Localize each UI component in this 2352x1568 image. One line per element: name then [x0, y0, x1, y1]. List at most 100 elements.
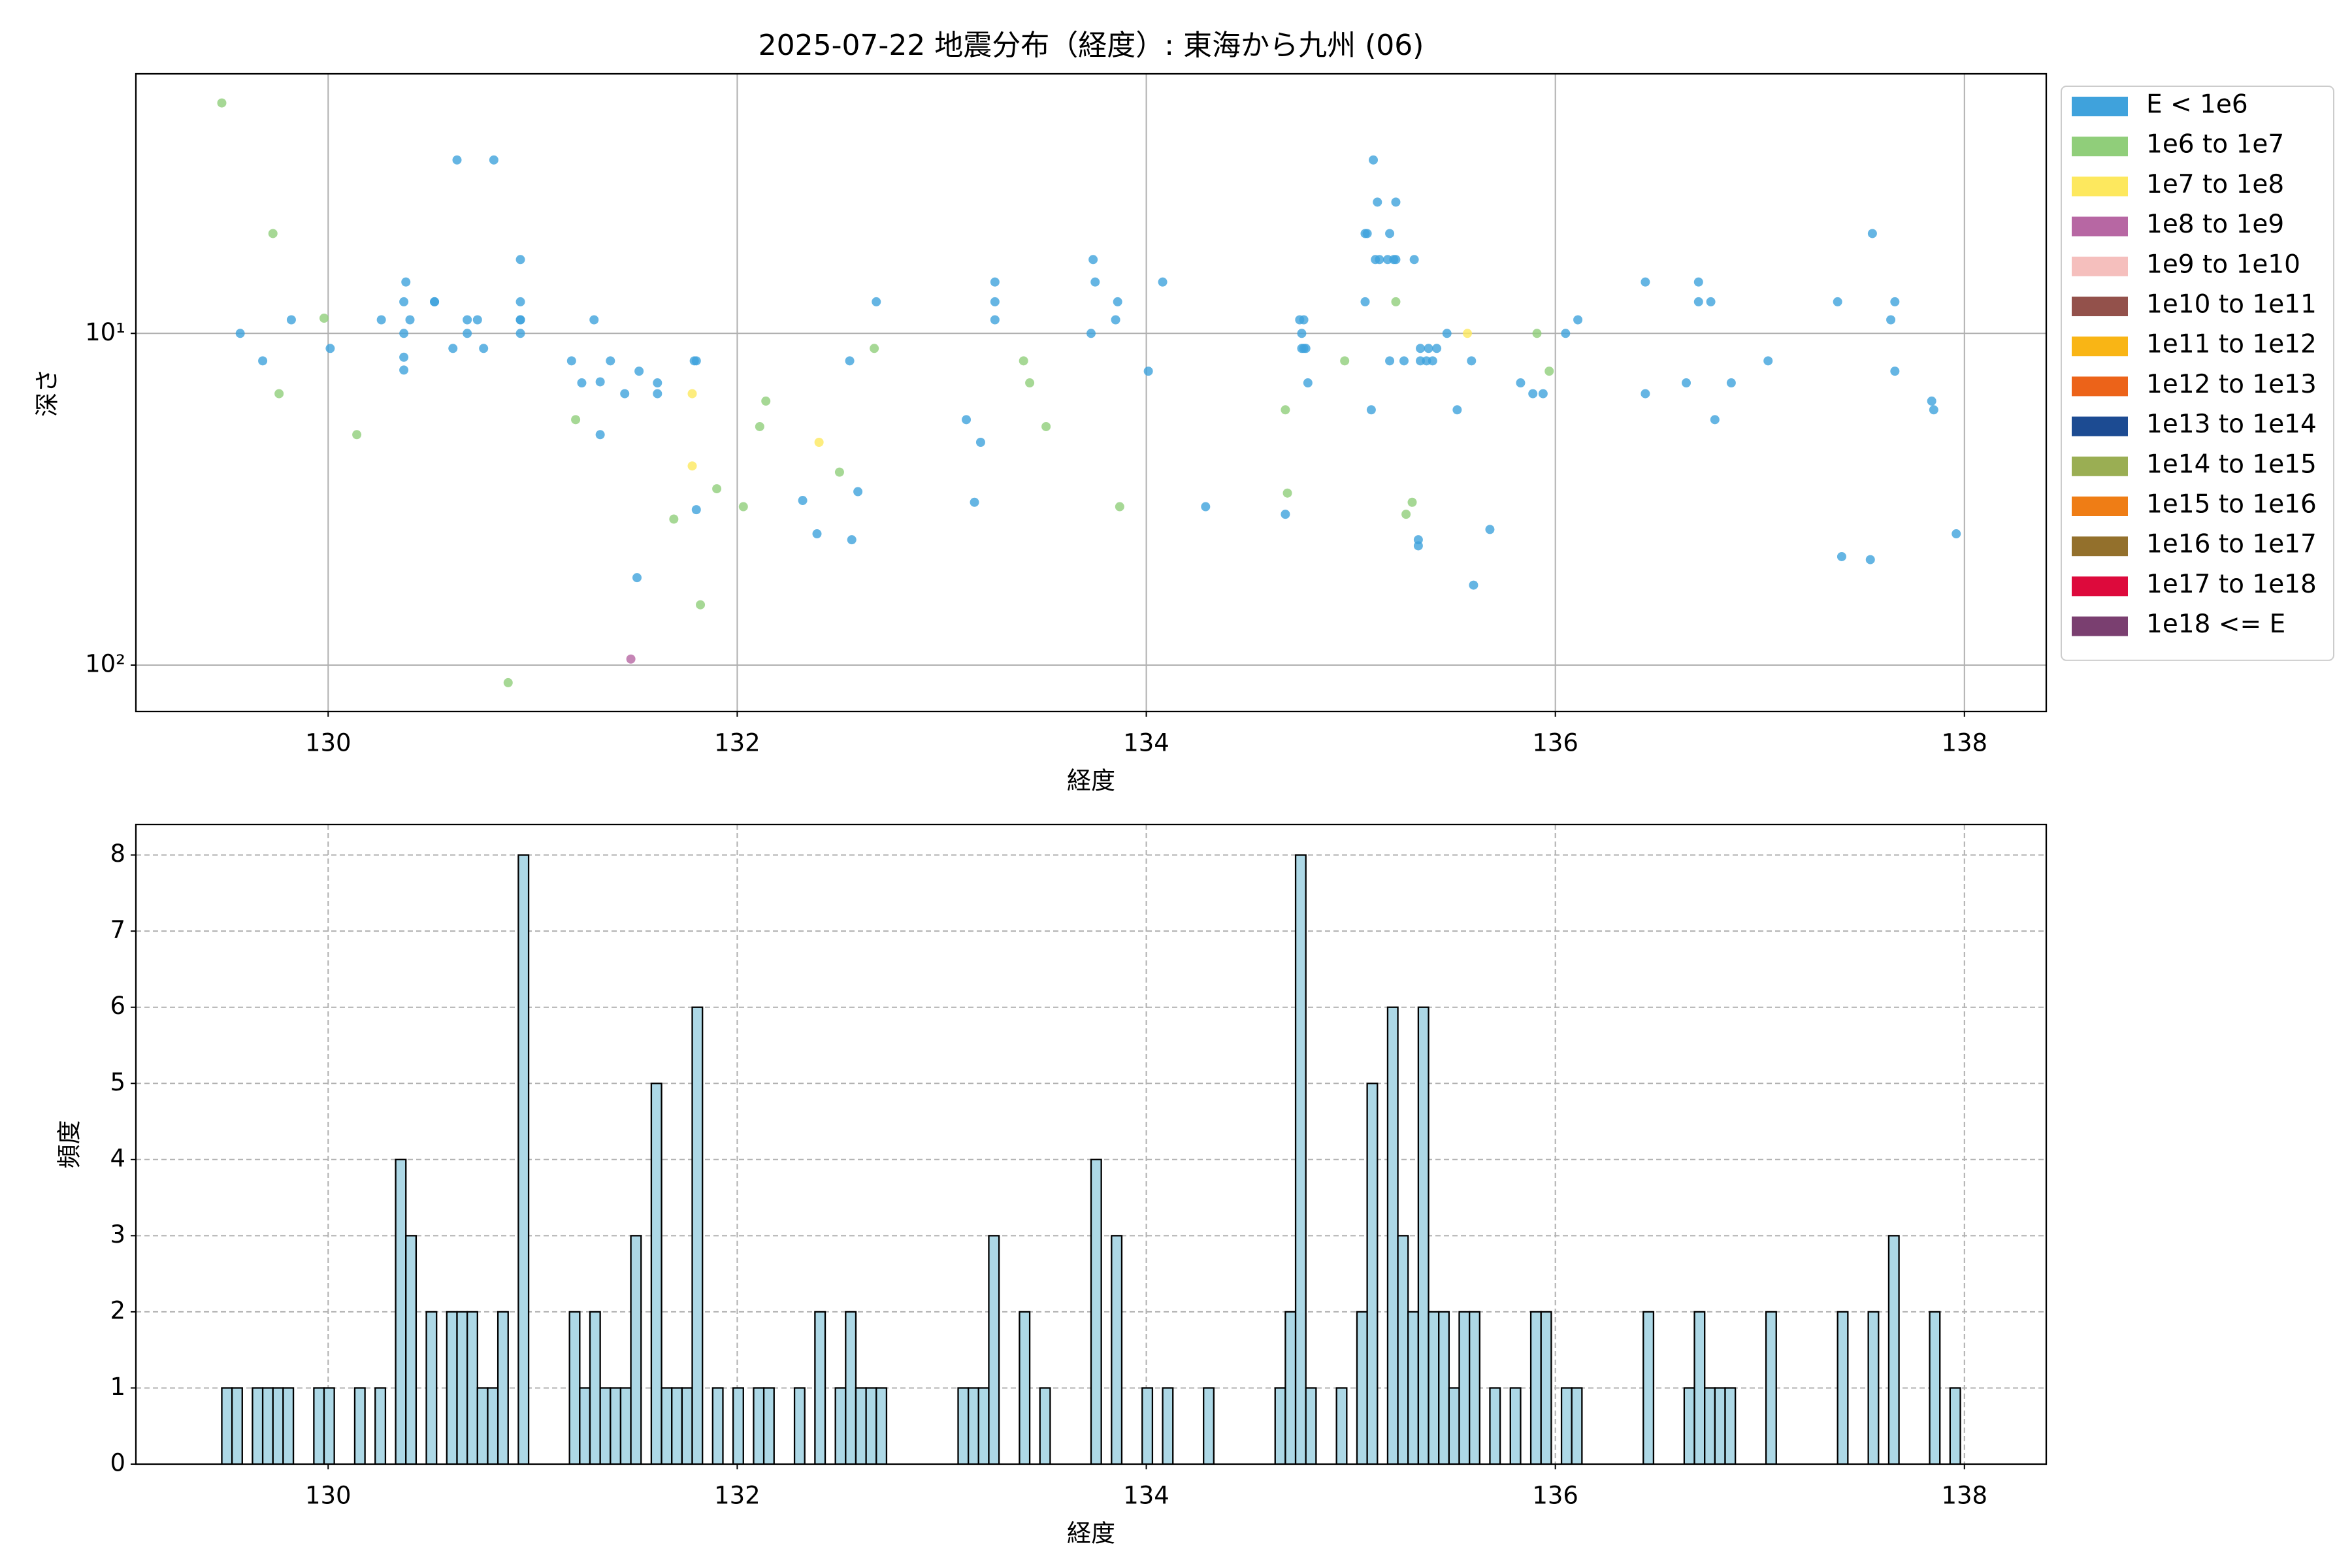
- bar: [793, 1387, 806, 1464]
- point: [1833, 297, 1842, 306]
- point: [463, 315, 472, 325]
- point: [1532, 329, 1542, 338]
- point: [696, 600, 706, 610]
- point: [1641, 277, 1650, 287]
- legend-swatch: [2072, 497, 2128, 516]
- bar: [691, 1006, 704, 1464]
- legend-swatch: [2072, 536, 2128, 557]
- point: [1682, 378, 1691, 388]
- y-tick-label: 8: [110, 840, 125, 868]
- bar: [425, 1311, 438, 1464]
- bar: [1571, 1387, 1583, 1464]
- point: [1710, 415, 1720, 425]
- point: [755, 421, 764, 431]
- point: [274, 389, 284, 399]
- bar: [313, 1387, 325, 1464]
- point: [472, 315, 482, 325]
- legend-label: 1e6 to 1e7: [2146, 130, 2284, 159]
- axes-frame: [135, 73, 2048, 713]
- point: [1407, 497, 1417, 507]
- bar: [1683, 1387, 1695, 1464]
- bar: [1335, 1387, 1348, 1464]
- point: [1113, 297, 1122, 306]
- bar: [1019, 1311, 1031, 1464]
- bar: [1469, 1311, 1480, 1464]
- x-tick-label: 130: [305, 1482, 351, 1510]
- point: [1528, 389, 1538, 399]
- point: [589, 315, 599, 325]
- point: [1399, 356, 1409, 366]
- point: [1115, 502, 1124, 512]
- bar: [353, 1387, 366, 1464]
- y-axis-label: 深さ: [33, 368, 61, 417]
- point: [566, 356, 576, 366]
- point: [1538, 389, 1548, 399]
- bar: [1704, 1387, 1716, 1464]
- point: [814, 438, 824, 448]
- point: [1516, 378, 1526, 388]
- bar: [395, 1158, 407, 1464]
- point: [463, 329, 472, 338]
- bar: [610, 1387, 622, 1464]
- bar: [1428, 1311, 1440, 1464]
- bar: [1765, 1311, 1777, 1464]
- point: [595, 377, 605, 387]
- point: [687, 389, 697, 399]
- legend-label: 1e13 to 1e14: [2146, 410, 2317, 439]
- bar: [855, 1387, 867, 1464]
- legend-swatch: [2072, 336, 2128, 357]
- x-tick-label: 138: [1941, 729, 1987, 757]
- bar: [1837, 1311, 1849, 1464]
- point: [845, 356, 855, 366]
- point: [1890, 297, 1900, 306]
- point: [1413, 541, 1423, 551]
- legend-box: [2061, 86, 2334, 661]
- bar: [497, 1311, 509, 1464]
- y-tick-label: 10¹: [85, 318, 125, 346]
- bar: [1560, 1387, 1573, 1464]
- point: [1019, 356, 1028, 366]
- legend-label: 1e18 <= E: [2146, 610, 2285, 639]
- point: [970, 497, 979, 507]
- point: [632, 573, 642, 583]
- point: [1469, 580, 1478, 590]
- bar: [1529, 1311, 1542, 1464]
- bar: [732, 1387, 744, 1464]
- bar: [1724, 1387, 1737, 1464]
- x-tick-label: 132: [714, 1482, 760, 1510]
- point: [634, 367, 644, 376]
- bar: [1305, 1387, 1317, 1464]
- bar: [476, 1387, 489, 1464]
- point: [479, 344, 489, 353]
- legend-label: 1e16 to 1e17: [2146, 530, 2317, 559]
- y-tick-label: 10²: [85, 649, 125, 678]
- point: [319, 314, 329, 323]
- y-tick-label: 6: [110, 992, 125, 1020]
- point: [687, 461, 697, 471]
- point: [1281, 510, 1290, 519]
- bar: [1540, 1311, 1552, 1464]
- point: [812, 529, 822, 539]
- bar: [650, 1083, 662, 1464]
- bar: [272, 1387, 284, 1464]
- point: [1360, 297, 1370, 306]
- bar: [252, 1387, 264, 1464]
- point: [1641, 389, 1650, 399]
- bar: [1039, 1387, 1051, 1464]
- point: [515, 329, 525, 338]
- point: [761, 396, 771, 406]
- legend-swatch: [2072, 576, 2128, 596]
- point: [872, 297, 881, 306]
- bar: [711, 1387, 724, 1464]
- plot-area: [217, 98, 1961, 687]
- point: [1373, 197, 1382, 207]
- x-tick-label: 136: [1532, 1482, 1578, 1510]
- bar: [1284, 1311, 1297, 1464]
- point: [1369, 155, 1379, 165]
- point: [1401, 510, 1411, 519]
- bar: [1929, 1311, 1941, 1464]
- x-tick-label: 134: [1123, 729, 1169, 757]
- bar: [845, 1311, 857, 1464]
- bar: [405, 1235, 417, 1464]
